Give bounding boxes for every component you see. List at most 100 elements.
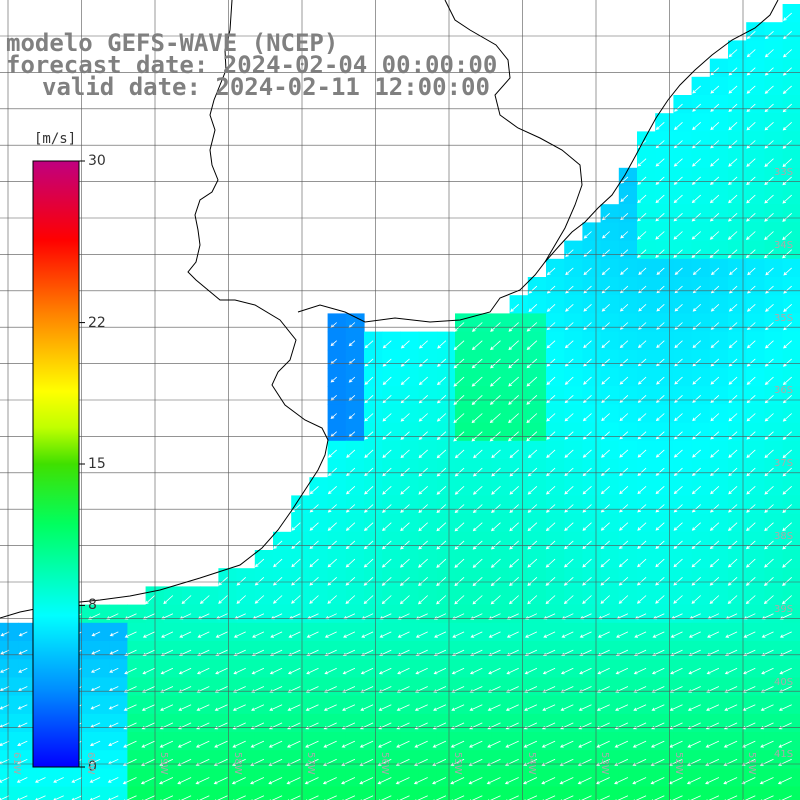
wind-speed-cell <box>473 695 492 715</box>
wind-arrow <box>746 213 756 222</box>
wind-arrow <box>490 558 501 568</box>
wind-arrow <box>509 558 519 568</box>
wind-arrow <box>272 577 283 586</box>
wind-arrow <box>670 631 683 638</box>
wind-arrow <box>527 522 538 532</box>
wind-arrow <box>618 577 629 586</box>
wind-speed-cell <box>546 586 565 606</box>
wind-arrow <box>761 667 774 675</box>
wind-speed-cell <box>218 695 238 715</box>
wind-speed-cell <box>163 732 183 751</box>
wind-speed-cell <box>509 477 529 496</box>
wind-arrow <box>363 577 374 586</box>
wind-arrow <box>655 522 665 531</box>
wind-arrow <box>764 122 774 131</box>
wind-arrow <box>709 540 720 550</box>
wind-arrow <box>765 322 774 331</box>
wind-arrow <box>783 340 792 349</box>
wind-speed-cell <box>473 641 492 660</box>
wind-speed-cell <box>455 659 474 678</box>
wind-arrow <box>364 449 374 458</box>
wind-speed-cell <box>491 477 511 496</box>
wind-arrow <box>764 431 774 440</box>
wind-speed-cell <box>382 604 401 624</box>
wind-speed-cell <box>436 495 456 515</box>
wind-speed-cell <box>418 568 438 587</box>
wind-arrow <box>400 540 410 550</box>
wind-arrow <box>510 304 519 312</box>
wind-speed-cell <box>163 713 183 733</box>
wind-speed-cell <box>618 331 638 351</box>
wind-speed-cell <box>54 786 74 800</box>
wind-speed-cell <box>0 677 19 697</box>
wind-arrow <box>251 667 265 675</box>
wind-speed-cell <box>345 586 365 606</box>
wind-arrow <box>508 376 519 387</box>
wind-speed-cell <box>364 604 383 624</box>
wind-speed-cell <box>582 368 602 387</box>
wind-arrow <box>473 486 483 495</box>
wind-speed-cell <box>582 677 602 697</box>
wind-speed-cell <box>91 713 110 733</box>
wind-arrow <box>363 540 374 550</box>
wind-speed-cell <box>127 604 147 624</box>
wind-arrow <box>600 486 610 495</box>
wind-speed-cell <box>455 331 474 351</box>
wind-speed-cell <box>455 386 474 405</box>
wind-arrow <box>674 304 683 312</box>
wind-arrow <box>323 704 337 711</box>
wind-speed-cell <box>564 404 583 424</box>
wind-speed-cell <box>400 422 420 442</box>
wind-arrow <box>473 449 483 459</box>
wind-speed-cell <box>582 258 602 278</box>
wind-arrow <box>273 540 283 549</box>
colorbar-unit-label: [m/s] <box>34 131 77 147</box>
wind-arrow <box>705 740 720 748</box>
wind-arrow <box>652 631 665 638</box>
wind-speed-cell <box>473 495 492 515</box>
wind-arrow <box>348 376 356 383</box>
wind-speed-cell <box>491 786 511 800</box>
wind-arrow <box>161 613 174 620</box>
wind-speed-cell <box>291 732 310 751</box>
wind-speed-cell <box>309 513 329 533</box>
wind-arrow <box>601 395 610 403</box>
wind-arrow <box>379 631 392 638</box>
wind-arrow <box>674 103 683 112</box>
wind-arrow <box>746 431 756 440</box>
wind-speed-cell <box>309 768 329 788</box>
wind-speed-cell <box>455 531 474 551</box>
wind-speed-cell <box>764 368 784 387</box>
wind-speed-cell <box>291 786 310 800</box>
wind-speed-cell <box>673 404 693 424</box>
wind-arrow <box>286 740 301 748</box>
wind-arrow <box>637 413 647 422</box>
wind-speed-cell <box>673 695 693 715</box>
wind-speed-cell <box>309 732 329 751</box>
wind-arrow <box>469 704 483 711</box>
wind-arrow <box>564 376 574 385</box>
wind-speed-cell <box>728 113 747 132</box>
wind-speed-cell <box>364 659 383 678</box>
wind-arrow <box>526 322 538 332</box>
wind-arrow <box>437 340 447 349</box>
wind-speed-cell <box>436 622 456 642</box>
wind-arrow <box>563 577 574 586</box>
wind-speed-cell <box>400 404 420 424</box>
wind-arrow <box>782 395 792 404</box>
wind-speed-cell <box>418 750 438 769</box>
wind-speed-cell <box>673 313 693 333</box>
wind-speed-cell <box>564 750 583 769</box>
wind-speed-cell <box>382 550 401 569</box>
wind-arrow <box>691 467 701 476</box>
wind-arrow <box>214 704 228 711</box>
wind-arrow <box>418 540 428 550</box>
latitude-label: 33S <box>774 167 794 178</box>
wind-speed-cell <box>655 295 674 314</box>
wind-speed-cell <box>546 768 565 788</box>
wind-arrow <box>433 704 447 711</box>
wind-speed-cell <box>582 513 602 533</box>
wind-arrow <box>782 213 792 222</box>
wind-speed-cell <box>163 659 183 678</box>
wind-speed-cell <box>236 622 256 642</box>
